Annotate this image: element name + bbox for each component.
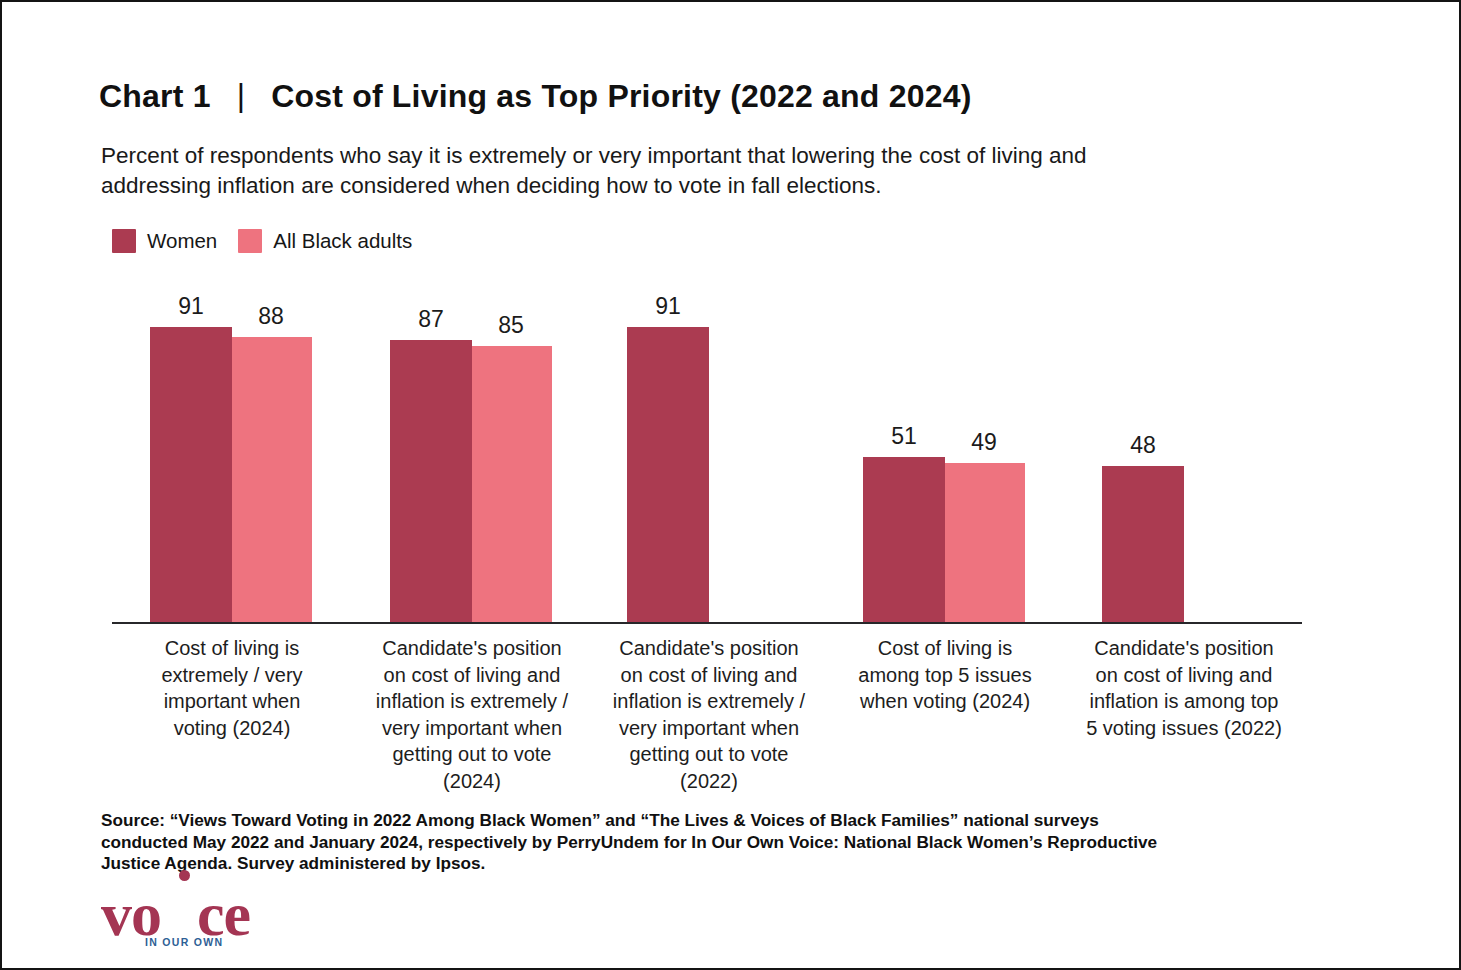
page-title: Chart 1 | Cost of Living as Top Priority… [99,78,972,115]
legend-label: Women [147,229,217,253]
category-label-group-3: Candidate's position on cost of living a… [584,635,834,794]
legend-swatch [112,229,136,253]
bar-all-group-4 [943,463,1025,622]
bar-value-label: 91 [627,293,709,319]
title-prefix: Chart 1 [99,78,211,115]
source-note: Source: “Views Toward Voting in 2022 Amo… [101,810,1341,875]
bar-women-group-1 [150,327,232,622]
legend-item-women: Women [112,229,217,253]
bar-value-label: 91 [150,293,232,319]
category-label-group-2: Candidate's position on cost of living a… [347,635,597,794]
category-label-group-1: Cost of living is extremely / very impor… [107,635,357,741]
bar-women-group-3 [627,327,709,622]
brand-logo: voce IN OUR OWN [101,883,250,945]
bar-value-label: 49 [943,429,1025,455]
bar-all-group-2 [470,346,552,622]
chart-figure: Chart 1 | Cost of Living as Top Priority… [0,0,1461,970]
legend-label: All Black adults [273,229,412,253]
bar-women-group-4 [863,457,945,622]
title-main: Cost of Living as Top Priority (2022 and… [271,78,971,115]
category-labels: Cost of living is extremely / very impor… [112,635,1302,805]
legend-item-all-black-adults: All Black adults [238,229,412,253]
bar-value-label: 85 [470,312,552,338]
logo-overlay-text: IN OUR OWN [145,911,223,970]
plot-area: 8891858791495148 [112,270,1302,624]
bar-value-label: 48 [1102,432,1184,458]
title-separator: | [237,77,246,114]
category-label-group-5: Candidate's position on cost of living a… [1059,635,1309,741]
bar-value-label: 88 [230,303,312,329]
bar-women-group-2 [390,340,472,622]
chart-subtitle: Percent of respondents who say it is ext… [101,141,1341,201]
legend-swatch [238,229,262,253]
legend: Women All Black adults [112,229,412,253]
bar-value-label: 51 [863,423,945,449]
category-label-group-4: Cost of living is among top 5 issues whe… [820,635,1070,715]
bar-value-label: 87 [390,306,472,332]
bar-women-group-5 [1102,466,1184,622]
bar-all-group-1 [230,337,312,622]
logo-i-dot [179,870,190,881]
